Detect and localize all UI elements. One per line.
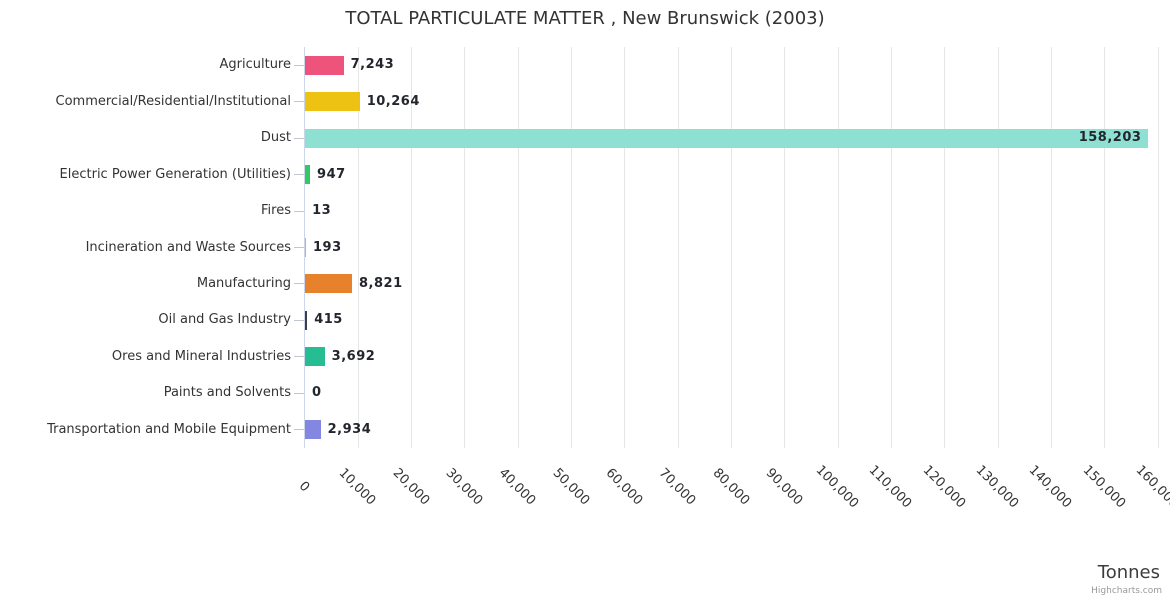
category-label: Transportation and Mobile Equipment xyxy=(47,421,291,437)
x-tick-label: 130,000 xyxy=(972,462,1022,512)
value-label: 158,203 xyxy=(1078,130,1142,146)
category-tick xyxy=(294,247,304,248)
category-label: Dust xyxy=(260,130,291,146)
x-tick-label: 90,000 xyxy=(762,465,806,509)
x-tick-label: 100,000 xyxy=(812,462,862,512)
chart-title: TOTAL PARTICULATE MATTER , New Brunswick… xyxy=(345,8,825,29)
x-tick-label: 50,000 xyxy=(549,465,592,509)
category-tick xyxy=(294,137,304,139)
bar[interactable] xyxy=(305,274,353,294)
gridline xyxy=(1104,47,1106,448)
category-label: Incineration and Waste Sources xyxy=(85,239,291,255)
category-label: Manufacturing xyxy=(196,275,291,291)
x-tick-label: 30,000 xyxy=(442,465,486,509)
x-tick-label: 20,000 xyxy=(389,465,433,509)
x-tick-label: 10,000 xyxy=(335,465,379,509)
gridline xyxy=(517,47,519,448)
gridline xyxy=(890,47,892,448)
category-label: Electric Power Generation (Utilities) xyxy=(59,166,291,182)
x-tick-label: 150,000 xyxy=(1079,462,1128,512)
value-label: 947 xyxy=(317,166,346,182)
x-tick-label: 120,000 xyxy=(919,462,969,512)
category-tick xyxy=(294,429,304,431)
category-label: Agriculture xyxy=(219,57,292,73)
gridline xyxy=(357,47,359,448)
gridline xyxy=(731,47,732,448)
value-label: 415 xyxy=(314,312,343,328)
x-tick-label: 60,000 xyxy=(602,465,646,509)
value-label: 13 xyxy=(312,203,332,219)
value-label: 2,934 xyxy=(327,421,372,437)
gridline xyxy=(677,47,679,448)
category-label: Ores and Mineral Industries xyxy=(111,348,291,364)
category-tick xyxy=(294,283,304,285)
category-label: Paints and Solvents xyxy=(163,385,291,401)
category-label: Oil and Gas Industry xyxy=(158,312,291,328)
bar[interactable] xyxy=(305,165,311,185)
category-tick xyxy=(294,64,304,66)
x-tick-label: 110,000 xyxy=(866,462,915,512)
category-tick xyxy=(294,101,304,103)
gridline xyxy=(1157,47,1159,448)
category-tick xyxy=(294,210,304,212)
category-label: Fires xyxy=(261,203,291,219)
bar[interactable] xyxy=(305,347,325,367)
category-tick xyxy=(294,392,304,394)
value-label: 10,264 xyxy=(366,93,420,109)
category-tick xyxy=(294,319,304,321)
bar[interactable] xyxy=(305,420,321,440)
bar[interactable] xyxy=(305,238,307,257)
bar[interactable] xyxy=(305,128,1149,148)
category-tick xyxy=(294,174,304,176)
plot-area xyxy=(304,47,1159,448)
gridline xyxy=(624,47,626,448)
value-label: 193 xyxy=(313,239,342,255)
value-label: 7,243 xyxy=(350,57,395,73)
x-tick-label: 140,000 xyxy=(1026,462,1075,512)
category-tick xyxy=(294,356,304,358)
value-label: 0 xyxy=(312,385,322,401)
value-label: 8,821 xyxy=(359,275,403,291)
x-tick-label: 0 xyxy=(295,478,313,496)
gridline xyxy=(1050,47,1052,448)
bar[interactable] xyxy=(305,92,360,112)
gridline xyxy=(997,47,999,448)
x-axis-title: Tonnes xyxy=(1097,562,1160,583)
x-tick-label: 40,000 xyxy=(495,465,539,509)
bar[interactable] xyxy=(305,310,308,330)
gridline xyxy=(464,47,466,448)
highcharts-credit[interactable]: Highcharts.com xyxy=(1091,586,1162,596)
category-label: Commercial/Residential/Institutional xyxy=(55,93,292,109)
bar[interactable] xyxy=(305,55,344,75)
gridline xyxy=(411,47,413,448)
x-tick-label: 70,000 xyxy=(655,465,699,509)
gridline xyxy=(784,47,786,448)
gridline xyxy=(837,47,839,448)
value-label: 3,692 xyxy=(331,348,376,364)
gridline xyxy=(944,47,946,448)
x-tick-label: 160,000 xyxy=(1132,462,1170,512)
gridline xyxy=(571,47,573,448)
x-tick-label: 80,000 xyxy=(709,465,752,509)
